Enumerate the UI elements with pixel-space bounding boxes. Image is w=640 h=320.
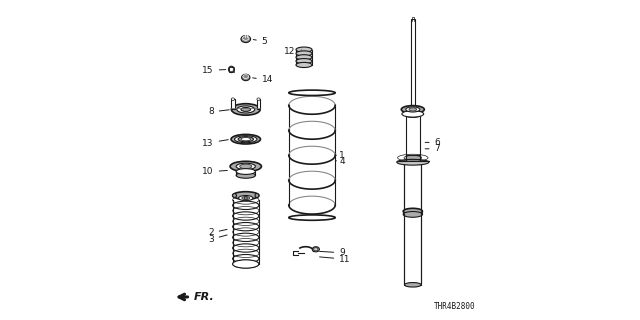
- Ellipse shape: [239, 164, 252, 169]
- Bar: [232, 99, 235, 109]
- Ellipse shape: [241, 138, 251, 141]
- Ellipse shape: [241, 108, 251, 111]
- Text: 6: 6: [425, 138, 440, 147]
- Ellipse shape: [312, 247, 319, 252]
- Ellipse shape: [230, 161, 262, 172]
- Ellipse shape: [228, 66, 234, 73]
- Text: 9: 9: [319, 248, 345, 257]
- Ellipse shape: [257, 98, 260, 100]
- Ellipse shape: [242, 196, 250, 200]
- Bar: [406, 115, 420, 160]
- Ellipse shape: [401, 106, 424, 113]
- Ellipse shape: [233, 192, 259, 199]
- Bar: [411, 19, 415, 109]
- Ellipse shape: [239, 196, 253, 201]
- Ellipse shape: [242, 74, 250, 81]
- Ellipse shape: [235, 136, 257, 143]
- Ellipse shape: [233, 260, 259, 268]
- Text: 12: 12: [284, 47, 301, 56]
- Text: 3: 3: [208, 235, 227, 244]
- Ellipse shape: [255, 194, 259, 197]
- Ellipse shape: [397, 159, 429, 165]
- Text: 14: 14: [253, 76, 273, 84]
- Ellipse shape: [237, 106, 255, 113]
- Ellipse shape: [403, 212, 422, 217]
- Text: 13: 13: [202, 139, 228, 148]
- Text: 8: 8: [208, 108, 229, 116]
- Ellipse shape: [236, 163, 255, 170]
- Text: 2: 2: [208, 228, 227, 237]
- Text: 5: 5: [253, 37, 268, 46]
- Ellipse shape: [296, 47, 312, 52]
- Ellipse shape: [244, 197, 248, 199]
- Ellipse shape: [406, 107, 420, 112]
- Text: FR.: FR.: [193, 292, 214, 302]
- Ellipse shape: [232, 98, 235, 100]
- Ellipse shape: [231, 134, 260, 144]
- Ellipse shape: [296, 51, 312, 56]
- Text: 7: 7: [425, 144, 440, 153]
- Ellipse shape: [406, 158, 420, 162]
- Ellipse shape: [236, 169, 255, 174]
- Polygon shape: [397, 155, 429, 161]
- Ellipse shape: [232, 104, 260, 115]
- Bar: [229, 67, 234, 72]
- Text: 1: 1: [335, 151, 345, 160]
- Bar: [257, 99, 260, 109]
- Ellipse shape: [403, 208, 422, 214]
- Ellipse shape: [241, 36, 251, 43]
- Text: 11: 11: [319, 255, 351, 264]
- Text: 15: 15: [202, 66, 226, 75]
- Ellipse shape: [236, 172, 255, 178]
- Ellipse shape: [233, 194, 237, 197]
- Ellipse shape: [238, 137, 253, 142]
- Bar: [404, 164, 421, 285]
- Ellipse shape: [296, 55, 312, 60]
- Ellipse shape: [402, 111, 424, 117]
- Bar: [296, 50, 312, 65]
- Ellipse shape: [296, 62, 312, 68]
- Ellipse shape: [296, 59, 312, 64]
- Ellipse shape: [406, 113, 420, 117]
- Text: THR4B2800: THR4B2800: [433, 302, 475, 311]
- Text: 10: 10: [202, 167, 227, 176]
- Ellipse shape: [409, 108, 417, 111]
- Text: 4: 4: [335, 157, 345, 166]
- Ellipse shape: [404, 283, 421, 287]
